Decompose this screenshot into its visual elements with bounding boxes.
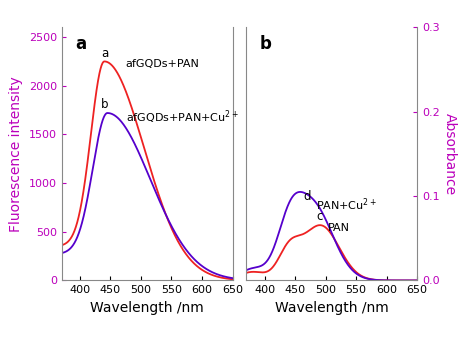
X-axis label: Wavelength /nm: Wavelength /nm (275, 301, 389, 315)
Y-axis label: Absorbance: Absorbance (442, 113, 456, 195)
Text: a: a (101, 48, 109, 61)
Y-axis label: Fluorescence intensity: Fluorescence intensity (9, 76, 23, 232)
X-axis label: Wavelength /nm: Wavelength /nm (90, 301, 204, 315)
Text: PAN+Cu$^{2+}$: PAN+Cu$^{2+}$ (316, 196, 377, 213)
Text: b: b (101, 98, 109, 111)
Text: a: a (75, 35, 86, 53)
Text: b: b (260, 35, 272, 53)
Text: c: c (316, 210, 323, 223)
Text: PAN: PAN (328, 223, 350, 233)
Text: afGQDs+PAN+Cu$^{2+}$: afGQDs+PAN+Cu$^{2+}$ (126, 108, 238, 126)
Text: d: d (303, 190, 311, 203)
Text: afGQDs+PAN: afGQDs+PAN (126, 60, 200, 69)
